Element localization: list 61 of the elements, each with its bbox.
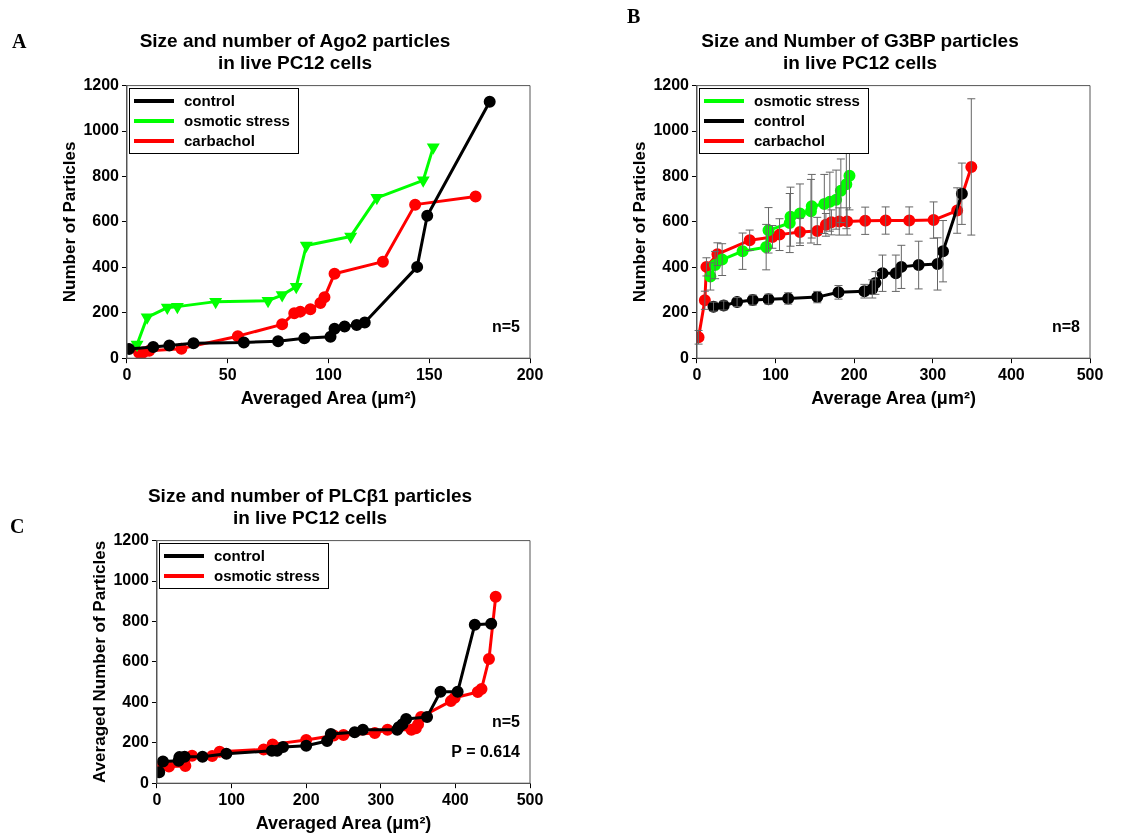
- x-tick-label: 300: [919, 366, 947, 384]
- x-axis-title: Average Area (μm²): [811, 388, 976, 409]
- x-tick-label: 200: [292, 791, 320, 809]
- y-tick-label: 800: [92, 166, 120, 184]
- y-tick-label: 400: [92, 257, 120, 275]
- legend-label: control: [753, 112, 805, 130]
- annotation: n=8: [1051, 318, 1080, 337]
- text: B: [627, 5, 641, 28]
- y-tick-label: 600: [122, 652, 150, 670]
- legend-label: carbachol: [183, 132, 255, 150]
- y-tick-label: 1000: [653, 121, 690, 139]
- legend-label: osmotic stress: [753, 92, 860, 110]
- x-axis-title: Averaged Area (μm²): [240, 388, 417, 409]
- y-tick-label: 200: [122, 733, 150, 751]
- annotation: n=5: [491, 318, 520, 337]
- y-axis-title: Averaged Number of Particles: [89, 540, 109, 783]
- legend-label: control: [213, 547, 265, 565]
- y-tick-label: 0: [680, 348, 690, 366]
- x-tick-label: 200: [516, 366, 544, 384]
- y-tick-label: 600: [662, 212, 690, 230]
- x-tick-label: 400: [998, 366, 1025, 384]
- legend-label: control: [183, 92, 235, 110]
- text: A: [12, 30, 27, 53]
- chart-title: Size and number of Ago2 particles in live PC12 cells: [139, 29, 451, 74]
- x-tick-label: 150: [415, 366, 443, 384]
- x-tick-label: 400: [442, 791, 469, 809]
- y-tick-label: 800: [122, 611, 150, 629]
- y-tick-label: 200: [92, 303, 120, 321]
- x-tick-label: 100: [762, 366, 790, 384]
- legend-label: osmotic stress: [213, 567, 320, 585]
- x-tick-label: 50: [218, 366, 237, 384]
- x-tick-label: 0: [692, 366, 702, 384]
- y-tick-label: 1000: [83, 121, 120, 139]
- x-tick-label: 100: [218, 791, 246, 809]
- annotation: P = 0.614: [451, 743, 520, 762]
- x-tick-label: 100: [315, 366, 342, 384]
- text: C: [10, 515, 25, 538]
- y-tick-label: 0: [140, 773, 150, 791]
- legend-label: osmotic stress: [183, 112, 290, 130]
- y-tick-label: 600: [92, 212, 120, 230]
- chart-title: Size and Number of G3BP particles in live PC12 cells: [701, 29, 1019, 74]
- y-tick-label: 1200: [653, 76, 690, 94]
- y-tick-label: 800: [662, 166, 690, 184]
- y-tick-label: 0: [110, 348, 120, 366]
- y-tick-label: 1000: [113, 571, 150, 589]
- y-tick-label: 1200: [113, 531, 150, 549]
- y-axis-title: Number of Particles: [629, 141, 649, 303]
- y-tick-label: 400: [122, 692, 150, 710]
- y-tick-label: 200: [662, 303, 690, 321]
- legend-label: carbachol: [753, 132, 825, 150]
- x-tick-label: 300: [367, 791, 395, 809]
- x-tick-label: 200: [840, 366, 868, 384]
- x-tick-label: 0: [152, 791, 162, 809]
- y-tick-label: 400: [662, 257, 690, 275]
- chart-title: Size and number of PLCβ1 particles in live PC12 cells: [147, 484, 473, 529]
- annotation: n=5: [491, 713, 520, 732]
- x-axis-title: Averaged Area (μm²): [255, 813, 432, 834]
- y-tick-label: 1200: [83, 76, 120, 94]
- x-tick-label: 500: [516, 791, 544, 809]
- x-tick-label: 500: [1076, 366, 1104, 384]
- y-axis-title: Number of Particles: [59, 141, 79, 303]
